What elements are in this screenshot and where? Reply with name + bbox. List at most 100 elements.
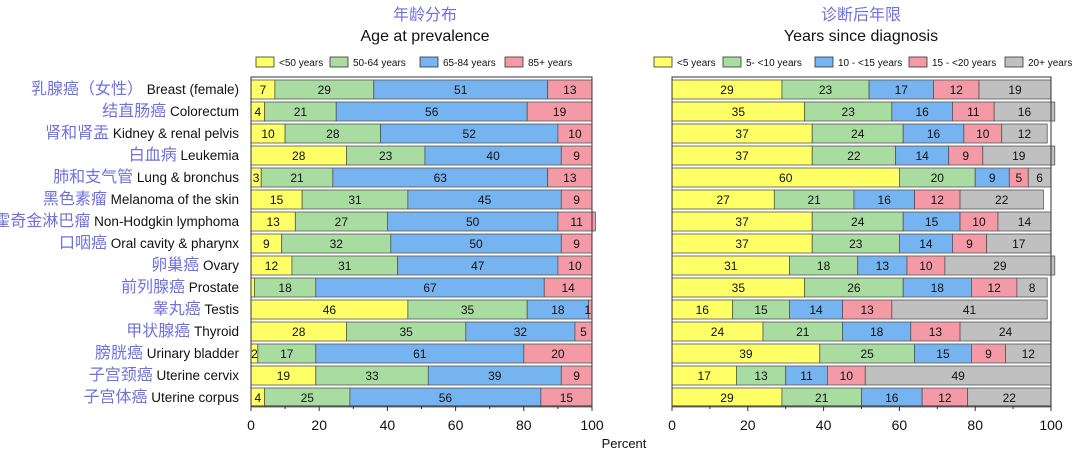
- x-tick-label-1-4: 80: [967, 417, 983, 433]
- legend-swatch-0-1: [329, 56, 349, 68]
- category-label-cn-10: 睾丸癌: [153, 299, 201, 318]
- bar-value-label-1-2-2: 16: [927, 127, 941, 141]
- bar-value-label-1-11-2: 18: [870, 325, 884, 339]
- bar-value-label-0-9-2: 67: [423, 281, 437, 295]
- bar-value-label-0-11-1: 35: [399, 325, 413, 339]
- bar-value-label-1-12-1: 25: [861, 347, 875, 361]
- category-label-cn-8: 卵巢癌: [151, 255, 199, 274]
- bar-value-label-1-8-0: 31: [724, 259, 738, 273]
- bar-segment-0-9-0: [250, 277, 255, 298]
- bar-value-label-0-1-3: 19: [553, 105, 567, 119]
- category-label-en-0: Breast (female): [143, 82, 239, 97]
- bar-value-label-1-12-2: 15: [936, 347, 950, 361]
- legend-label-1-2: 10 - <15 years: [838, 58, 902, 69]
- bar-value-label-1-13-0: 17: [698, 369, 712, 383]
- category-label-3: 白血病 Leukemia: [129, 145, 240, 164]
- category-label-cn-6: 非霍奇金淋巴瘤: [0, 211, 90, 230]
- bar-value-label-1-14-0: 29: [720, 391, 734, 405]
- bar-value-label-0-7-2: 50: [469, 237, 483, 251]
- bar-value-label-1-0-2: 17: [895, 83, 909, 97]
- bar-value-label-1-1-4: 16: [1018, 105, 1032, 119]
- bar-value-label-1-3-3: 9: [962, 149, 969, 163]
- bar-segment-1-2-4: [1001, 123, 1048, 144]
- category-label-cn-0: 乳腺癌（女性）: [31, 79, 143, 98]
- category-label-cn-7: 口咽癌: [59, 233, 107, 252]
- category-label-en-12: Urinary bladder: [143, 346, 240, 361]
- category-label-cn-11: 甲状腺癌: [126, 321, 190, 340]
- chart-title-cn-1: 诊断后年限: [821, 5, 901, 24]
- category-label-1: 结直肠癌 Colorectum: [102, 101, 239, 120]
- bar-value-label-1-9-0: 35: [732, 281, 746, 295]
- bar-value-label-0-10-0: 46: [323, 303, 337, 317]
- bar-value-label-1-0-3: 12: [950, 83, 964, 97]
- bar-value-label-1-2-0: 37: [735, 127, 749, 141]
- category-label-en-10: Testis: [201, 302, 240, 317]
- legend-label-0-0: <50 years: [279, 58, 323, 69]
- legend-swatch-1-3: [908, 56, 928, 68]
- bar-value-label-1-2-3: 10: [976, 127, 990, 141]
- bar-value-label-1-3-1: 22: [847, 149, 861, 163]
- bar-value-label-1-8-3: 10: [919, 259, 933, 273]
- legend-label-0-3: 85+ years: [528, 58, 572, 69]
- category-label-0: 乳腺癌（女性） Breast (female): [31, 79, 239, 98]
- category-label-en-14: Uterine corpus: [147, 390, 239, 405]
- bar-value-label-0-8-0: 12: [265, 259, 279, 273]
- bar-value-label-0-2-1: 28: [326, 127, 340, 141]
- bar-value-label-0-12-0: 2: [251, 347, 258, 361]
- bar-value-label-0-3-3: 9: [573, 149, 580, 163]
- bar-value-label-0-5-1: 31: [348, 193, 362, 207]
- category-label-cn-1: 结直肠癌: [102, 101, 166, 120]
- bar-value-label-1-7-1: 23: [849, 237, 863, 251]
- bar-value-label-1-10-2: 14: [809, 303, 823, 317]
- bar-value-label-0-0-1: 29: [318, 83, 332, 97]
- category-label-2: 肾和肾盂 Kidney & renal pelvis: [45, 123, 239, 142]
- bar-value-label-1-6-0: 37: [735, 215, 749, 229]
- bar-value-label-1-11-4: 24: [999, 325, 1013, 339]
- bar-segment-1-5-4: [959, 189, 1044, 210]
- bar-value-label-0-1-0: 4: [254, 105, 261, 119]
- bar-value-label-1-4-3: 5: [1015, 171, 1022, 185]
- category-label-11: 甲状腺癌 Thyroid: [126, 321, 239, 340]
- bar-value-label-1-8-1: 18: [817, 259, 831, 273]
- legend-label-1-3: 15 - <20 years: [932, 58, 996, 69]
- legend-swatch-0-0: [255, 56, 275, 68]
- bar-value-label-1-9-2: 18: [931, 281, 945, 295]
- bar-value-label-1-14-4: 22: [1003, 391, 1017, 405]
- bar-value-label-1-11-3: 13: [929, 325, 943, 339]
- bar-value-label-1-5-3: 12: [931, 193, 945, 207]
- category-label-cn-2: 肾和肾盂: [45, 123, 109, 142]
- legend-label-1-0: <5 years: [677, 58, 716, 69]
- bar-value-label-0-6-2: 50: [466, 215, 480, 229]
- bar-value-label-1-7-3: 9: [966, 237, 973, 251]
- bar-value-label-1-4-1: 20: [931, 171, 945, 185]
- legend-swatch-1-0: [653, 56, 673, 68]
- bar-value-label-0-4-2: 63: [434, 171, 448, 185]
- bar-value-label-0-5-2: 45: [478, 193, 492, 207]
- category-label-cn-4: 肺和支气管: [53, 167, 133, 186]
- bar-value-label-1-1-1: 23: [842, 105, 856, 119]
- bar-value-label-1-12-3: 9: [985, 347, 992, 361]
- bar-value-label-1-10-1: 15: [754, 303, 768, 317]
- category-label-cn-3: 白血病: [129, 145, 177, 164]
- bar-value-label-1-13-1: 13: [754, 369, 768, 383]
- chart-title-cn-0: 年龄分布: [393, 5, 457, 24]
- bar-value-label-0-10-1: 35: [461, 303, 475, 317]
- bar-value-label-0-12-3: 20: [551, 347, 565, 361]
- bar-value-label-1-11-0: 24: [711, 325, 725, 339]
- category-label-en-4: Lung & bronchus: [133, 170, 239, 185]
- bar-value-label-0-9-3: 14: [561, 281, 575, 295]
- bar-value-label-0-2-2: 52: [463, 127, 477, 141]
- category-label-cn-12: 膀胱癌: [95, 343, 143, 362]
- bar-value-label-0-7-0: 9: [263, 237, 270, 251]
- bar-value-label-1-10-0: 16: [696, 303, 710, 317]
- x-tick-label-1-0: 0: [668, 417, 676, 433]
- bar-value-label-1-12-0: 39: [739, 347, 753, 361]
- bar-value-label-0-10-3: 1: [584, 303, 591, 317]
- bar-value-label-1-14-2: 16: [885, 391, 899, 405]
- bar-value-label-1-11-1: 21: [796, 325, 810, 339]
- bar-value-label-1-7-4: 17: [1012, 237, 1026, 251]
- category-label-7: 口咽癌 Oral cavity & pharynx: [59, 233, 239, 252]
- category-label-cn-13: 子宫颈癌: [89, 365, 153, 384]
- category-label-8: 卵巢癌 Ovary: [151, 255, 239, 274]
